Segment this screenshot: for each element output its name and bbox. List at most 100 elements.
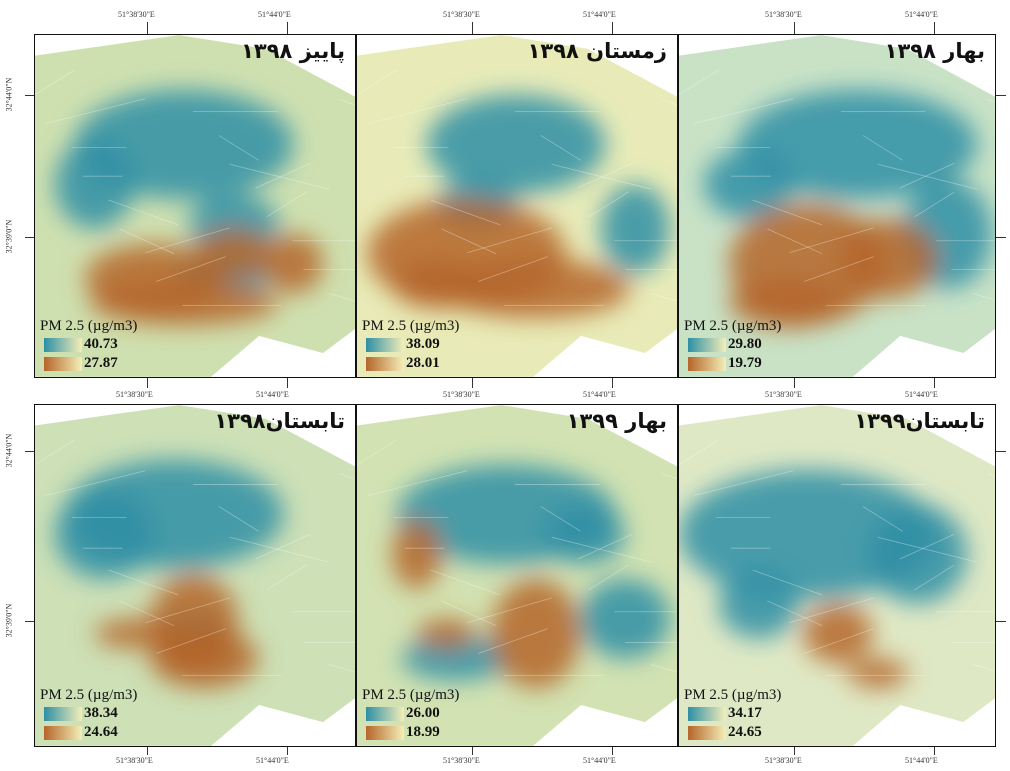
legend-low-value: 19.79	[728, 355, 762, 371]
road-line	[661, 473, 677, 480]
lon-label-mid-1-left: 51°38'30"E	[116, 390, 153, 399]
pm25-map	[679, 405, 995, 746]
lon-label-top-3-right: 51°44'0"E	[905, 10, 938, 19]
road-line	[767, 228, 823, 255]
high-pm25-zone	[718, 569, 799, 639]
legend: PM 2.5 (µg/m3) 38.09 28.01	[362, 318, 459, 373]
high-pm25-zone	[867, 504, 968, 604]
legend-high-swatch	[688, 706, 726, 721]
road-line	[119, 228, 175, 255]
road-line	[255, 162, 311, 189]
road-line	[441, 228, 497, 255]
road-line	[357, 439, 397, 466]
road-line	[588, 191, 629, 218]
road-line	[339, 99, 355, 106]
lon-label-bottom-1-right: 51°44'0"E	[256, 756, 289, 765]
legend-title: PM 2.5 (µg/m3)	[362, 687, 460, 703]
high-pm25-zone	[738, 89, 978, 200]
road-line	[679, 69, 719, 96]
road-line	[255, 533, 311, 560]
lon-label-bottom-1-left: 51°38'30"E	[116, 756, 153, 765]
legend-title: PM 2.5 (µg/m3)	[362, 318, 460, 334]
lon-label-mid-2-left: 51°38'30"E	[443, 390, 480, 399]
lon-label-top-1-left: 51°38'30"E	[118, 10, 155, 19]
road-line	[588, 564, 629, 591]
legend-high-value: 34.17	[728, 705, 762, 721]
road-line	[266, 191, 307, 218]
lon-label-bottom-2-right: 51°44'0"E	[583, 756, 616, 765]
low-pm25-zone	[728, 278, 848, 329]
road-line	[156, 628, 226, 654]
panel-title: زمستان ۱۳۹۸	[527, 39, 667, 63]
road-line	[693, 470, 794, 496]
high-pm25-zone	[54, 489, 155, 579]
road-line	[540, 135, 581, 161]
legend-high-swatch	[688, 337, 726, 352]
road-line	[35, 439, 75, 466]
legend-title: PM 2.5 (µg/m3)	[40, 687, 138, 703]
road-line	[899, 533, 955, 560]
map-panel-summer-1398: تابستان۱۳۹۸ PM 2.5 (µg/m3) 38.34 24.64	[34, 404, 356, 747]
low-pm25-zone	[194, 228, 274, 279]
road-line	[329, 664, 355, 673]
legend-low-swatch	[44, 356, 82, 371]
road-line	[35, 69, 75, 96]
road-line	[329, 293, 355, 302]
map-panel-winter-1398: زمستان ۱۳۹۸ PM 2.5 (µg/m3) 38.09 28.01	[356, 34, 678, 378]
road-line	[229, 536, 330, 563]
road-line	[661, 99, 677, 106]
high-pm25-zone	[600, 184, 671, 274]
panel-title: بهار ۱۳۹۸	[884, 39, 985, 63]
road-line	[45, 470, 146, 496]
legend-low-value: 24.64	[84, 724, 118, 740]
legend-low-value: 27.87	[84, 355, 118, 371]
road-line	[679, 439, 719, 466]
low-pm25-zone	[441, 258, 631, 319]
high-pm25-zone	[703, 149, 794, 219]
road-line	[973, 664, 995, 672]
legend-low-value: 28.01	[406, 355, 440, 371]
low-pm25-zone	[416, 618, 477, 649]
legend-low-value: 24.65	[728, 724, 762, 740]
lon-label-top-2-right: 51°44'0"E	[583, 10, 616, 19]
low-pm25-zone	[847, 658, 908, 689]
legend-high-value: 38.09	[406, 336, 440, 352]
legend: PM 2.5 (µg/m3) 34.17 24.65	[684, 687, 781, 742]
low-pm25-zone	[89, 281, 279, 326]
road-line	[651, 293, 677, 302]
road-line	[551, 536, 652, 563]
road-line	[478, 256, 548, 282]
lat-label-left-bottom-lower: 32°39'0"N	[4, 603, 14, 638]
high-pm25-zone	[426, 94, 606, 195]
road-line	[877, 536, 978, 563]
road-line	[862, 506, 903, 532]
road-line	[693, 98, 794, 124]
pm25-map	[357, 35, 677, 377]
legend-title: PM 2.5 (µg/m3)	[40, 318, 138, 334]
legend-low-value: 18.99	[406, 724, 440, 740]
lat-label-left-bottom-upper: 32°44'0"N	[4, 433, 14, 468]
road-line	[119, 600, 175, 627]
lon-label-bottom-3-right: 51°44'0"E	[905, 756, 938, 765]
road-line	[804, 256, 874, 282]
low-pm25-zone	[263, 233, 324, 294]
road-line	[357, 69, 397, 96]
road-line	[218, 506, 259, 532]
lat-label-left-top-lower: 32°39'0"N	[4, 219, 14, 254]
low-pm25-zone	[491, 578, 581, 689]
road-line	[877, 163, 978, 190]
panel-title: تابستان۱۳۹۹	[854, 409, 985, 433]
road-line	[367, 470, 468, 496]
map-panel-spring-1398: بهار ۱۳۹۸ PM 2.5 (µg/m3) 29.80 19.79	[678, 34, 996, 378]
road-line	[339, 473, 355, 480]
road-line	[914, 564, 955, 591]
lon-label-bottom-3-left: 51°38'30"E	[765, 756, 802, 765]
road-line	[430, 569, 501, 596]
road-line	[478, 628, 548, 654]
high-pm25-zone	[580, 578, 671, 659]
low-pm25-zone	[149, 628, 259, 689]
road-line	[899, 162, 955, 189]
legend-high-swatch	[44, 337, 82, 352]
pm25-map	[35, 405, 355, 746]
road-line	[551, 163, 652, 190]
